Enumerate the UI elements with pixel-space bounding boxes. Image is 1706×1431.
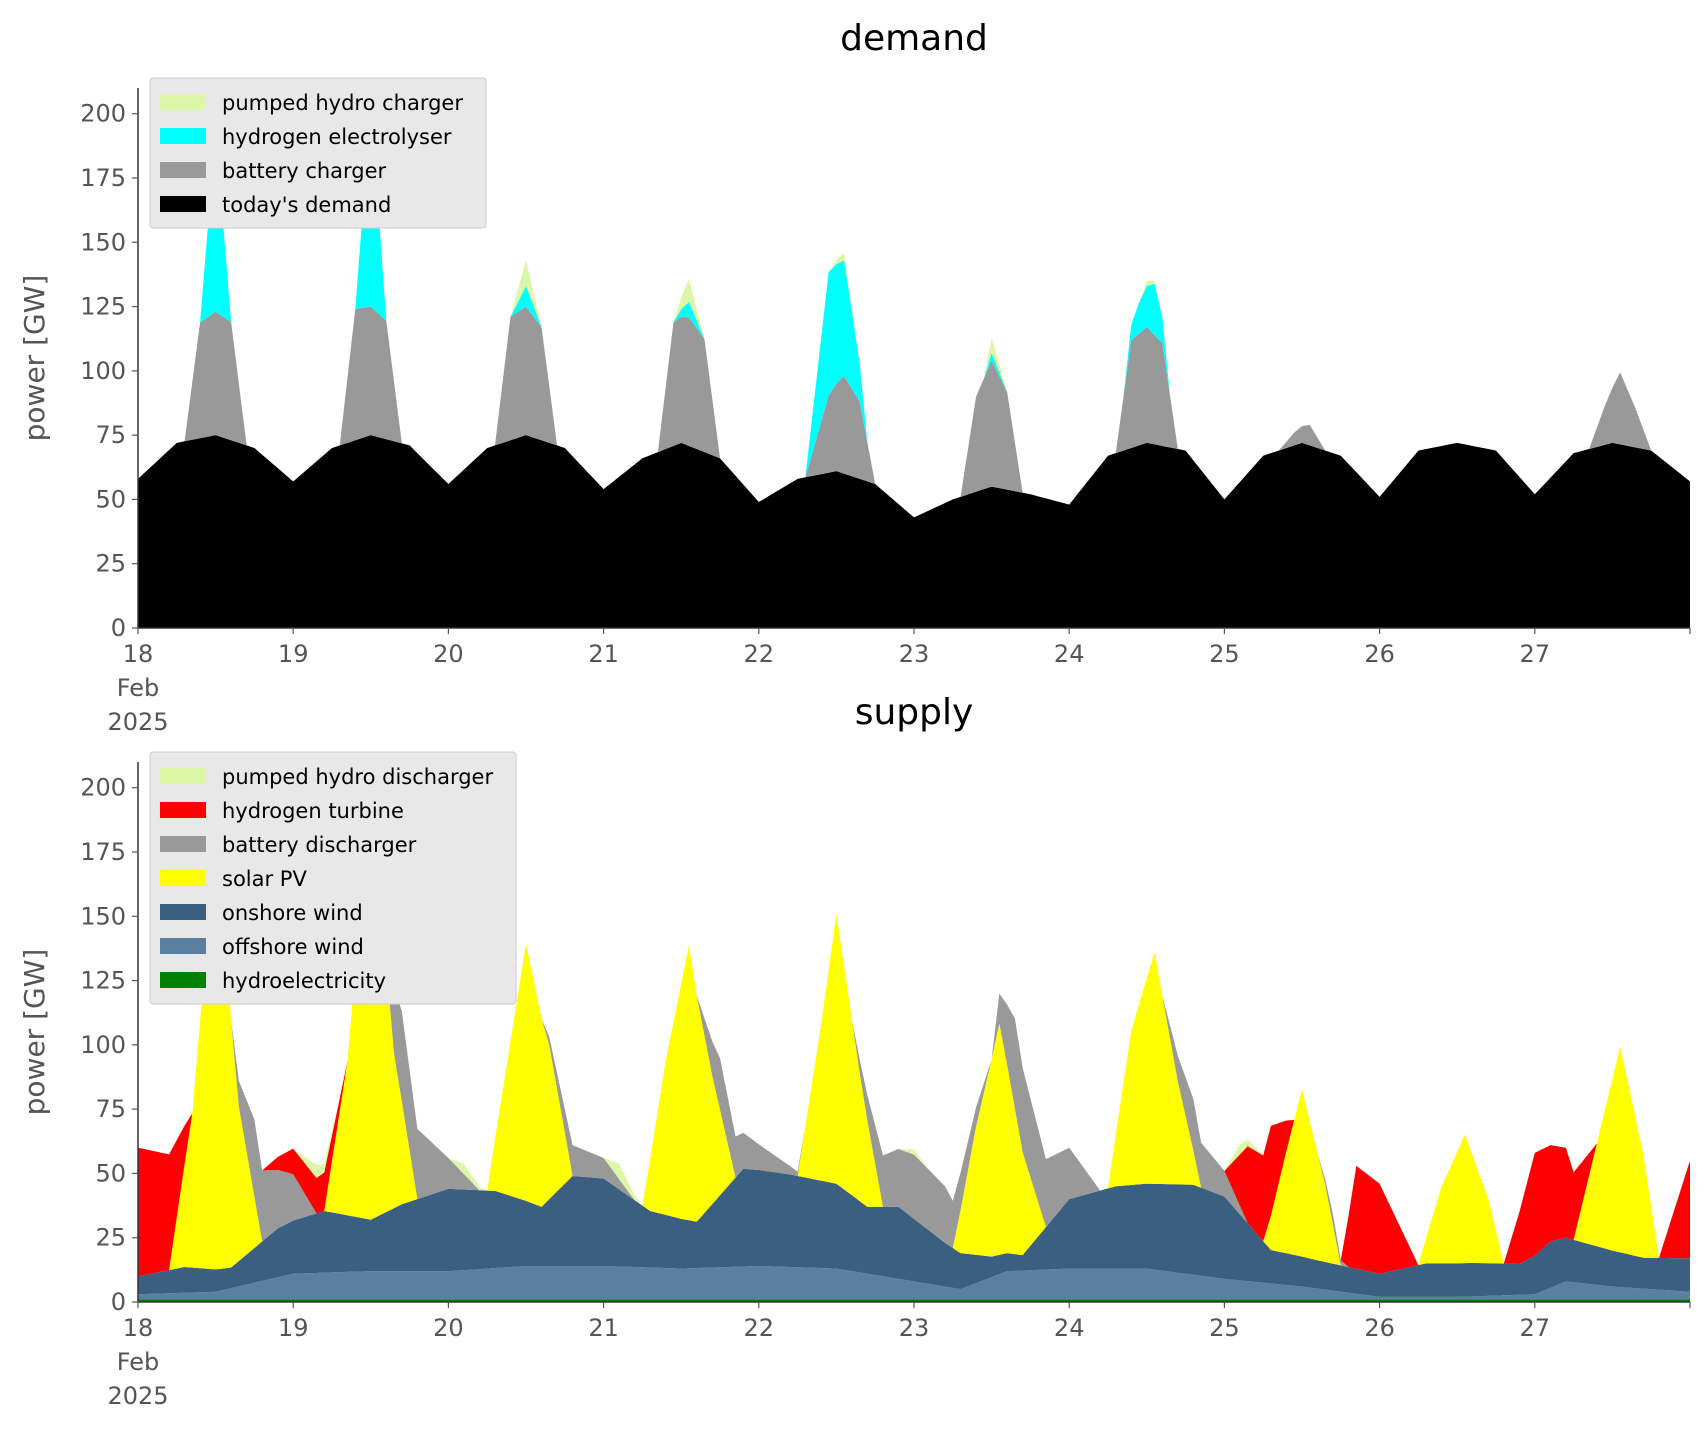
legend-box (149, 751, 517, 1005)
area-onshore-wind (138, 1168, 1690, 1297)
y-tick-label: 75 (95, 421, 126, 449)
legend-label-hydroelectricity: hydroelectricity (222, 969, 386, 993)
legend-swatch-hydrogen-electrolyser (160, 128, 206, 144)
y-tick-label: 200 (80, 100, 126, 128)
y-tick-label: 50 (95, 1159, 126, 1187)
area-battery-charger (138, 306, 1690, 518)
x-tick-label: 19 (278, 1314, 309, 1342)
x-tick-label: 21 (588, 640, 619, 668)
legend-swatch-battery-discharger (160, 836, 206, 852)
legend: pumped hydro charger hydrogen electrolyse… (149, 77, 487, 229)
legend-swatch-today-s-demand (160, 196, 206, 212)
y-tick-label: 125 (80, 967, 126, 995)
y-tick-label: 25 (95, 1224, 126, 1252)
x-tick-label: 26 (1364, 1314, 1395, 1342)
legend-label-pumped-hydro-discharger: pumped hydro discharger (222, 765, 493, 789)
x-tick-label: 25 (1209, 640, 1240, 668)
x-tick-label: 22 (744, 1314, 775, 1342)
legend-label-today-s-demand: today's demand (222, 193, 391, 217)
x-tick-label: 24 (1054, 1314, 1085, 1342)
legend-label-battery-discharger: battery discharger (222, 833, 417, 857)
x-tick-label: 20 (433, 640, 464, 668)
x-tick-label: 18 Feb 2025 (107, 640, 168, 736)
x-tick-label: 22 (744, 640, 775, 668)
axes-layer: 0 25 50 75 100 125 150 175 200 18 Feb 2025 19 20 21 22 2… (80, 762, 1691, 1410)
area-layer (138, 782, 1690, 1302)
x-tick-label: 23 (899, 640, 930, 668)
y-tick-label: 150 (80, 902, 126, 930)
y-tick-label: 25 (95, 550, 126, 578)
legend-label-offshore-wind: offshore wind (222, 935, 364, 959)
legend-label-solar-pv: solar PV (222, 867, 307, 891)
y-tick-label: 0 (111, 614, 126, 642)
area-battery-discharger (138, 782, 1690, 1277)
y-tick-label: 125 (80, 293, 126, 321)
y-tick-label: 100 (80, 357, 126, 385)
y-tick-label: 75 (95, 1095, 126, 1123)
y-tick-label: 150 (80, 228, 126, 256)
x-tick-label: 27 (1520, 640, 1551, 668)
legend: pumped hydro discharger hydrogen turbine b… (149, 751, 517, 1005)
y-tick-label: 50 (95, 485, 126, 513)
area-today-s-demand (138, 435, 1690, 628)
supply-panel: supply power [GW] 0 25 50 75 100 125 150 175 200… (18, 692, 1691, 1410)
y-axis-label: power [GW] (18, 949, 51, 1116)
y-tick-label: 100 (80, 1031, 126, 1059)
y-tick-label: 175 (80, 838, 126, 866)
area-layer (138, 106, 1690, 628)
y-tick-label: 200 (80, 774, 126, 802)
legend-swatch-hydroelectricity (160, 972, 206, 988)
chart-title: demand (840, 18, 988, 59)
legend-box (149, 77, 487, 229)
x-tick-label: 25 (1209, 1314, 1240, 1342)
legend-label-battery-charger: battery charger (222, 159, 387, 183)
legend-swatch-offshore-wind (160, 938, 206, 954)
legend-swatch-pumped-hydro-charger (160, 94, 206, 110)
x-tick-label: 24 (1054, 640, 1085, 668)
x-tick-label: 26 (1364, 640, 1395, 668)
x-tick-label: 23 (899, 1314, 930, 1342)
chart-title: supply (855, 692, 974, 733)
legend-label-onshore-wind: onshore wind (222, 901, 363, 925)
legend-swatch-hydrogen-turbine (160, 802, 206, 818)
legend-swatch-battery-charger (160, 162, 206, 178)
area-offshore-wind (138, 1266, 1690, 1300)
legend-swatch-onshore-wind (160, 904, 206, 920)
axes-layer: 0 25 50 75 100 125 150 175 200 18 Feb 2025 19 20 21 22 2… (80, 88, 1691, 736)
x-tick-label: 21 (588, 1314, 619, 1342)
y-axis-label: power [GW] (18, 275, 51, 442)
y-tick-label: 0 (111, 1288, 126, 1316)
area-solar-pv (138, 782, 1690, 1277)
x-tick-label: 19 (278, 640, 309, 668)
legend-swatch-pumped-hydro-discharger (160, 768, 206, 784)
legend-label-hydrogen-electrolyser: hydrogen electrolyser (222, 125, 452, 149)
x-tick-label: 20 (433, 1314, 464, 1342)
demand-panel: demand power [GW] 0 25 50 75 100 125 150 175 200… (18, 18, 1691, 736)
x-tick-label: 27 (1520, 1314, 1551, 1342)
area-hydrogen-turbine (138, 782, 1690, 1277)
x-tick-label: 18 Feb 2025 (107, 1314, 168, 1410)
y-tick-label: 175 (80, 164, 126, 192)
legend-label-hydrogen-turbine: hydrogen turbine (222, 799, 404, 823)
legend-label-pumped-hydro-charger: pumped hydro charger (222, 91, 463, 115)
legend-swatch-solar-pv (160, 870, 206, 886)
